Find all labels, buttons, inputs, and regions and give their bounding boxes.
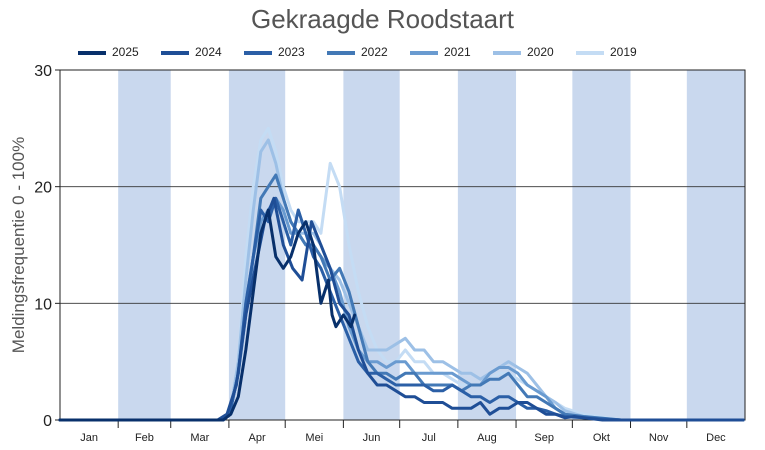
month-band xyxy=(686,70,745,420)
legend-label: 2023 xyxy=(278,45,305,59)
x-tick-label: Dec xyxy=(706,432,726,444)
x-tick-label: Apr xyxy=(248,432,265,444)
series-line-2021 xyxy=(58,196,745,422)
legend-label: 2025 xyxy=(112,45,139,59)
series-line-2025 xyxy=(58,208,357,422)
series-line-2022 xyxy=(58,173,745,422)
x-tick-label: Aug xyxy=(477,432,497,444)
series-line-2020 xyxy=(58,138,745,422)
y-tick-label: 10 xyxy=(34,296,52,313)
y-axis-label: Meldingsfrequentie 0 - 100% xyxy=(9,137,28,353)
legend-label: 2022 xyxy=(361,45,388,59)
legend-swatch xyxy=(327,51,355,55)
legend-label: 2021 xyxy=(444,45,471,59)
legend-swatch xyxy=(161,51,189,55)
plot-frame xyxy=(59,69,746,421)
legend-swatch xyxy=(244,51,272,55)
legend-swatch xyxy=(493,51,521,55)
x-tick-label: Mei xyxy=(305,432,323,444)
x-tick-label: Jun xyxy=(363,432,381,444)
x-tick-label: Feb xyxy=(135,432,154,444)
legend-swatch xyxy=(576,51,604,55)
legend-label: 2019 xyxy=(610,45,637,59)
x-tick-label: Jul xyxy=(422,432,436,444)
month-band xyxy=(118,70,171,420)
month-band xyxy=(572,70,631,420)
y-tick-label: 0 xyxy=(43,413,52,430)
y-tick-label: 30 xyxy=(34,63,52,80)
x-tick-label: Okt xyxy=(593,432,610,444)
x-tick-label: Mar xyxy=(190,432,209,444)
legend-label: 2020 xyxy=(527,45,554,59)
legend-label: 2024 xyxy=(195,45,222,59)
legend-swatch xyxy=(78,51,106,55)
x-tick-label: Jan xyxy=(80,432,98,444)
x-tick-label: Sep xyxy=(534,432,554,444)
series-line-2023 xyxy=(58,196,745,422)
legend-swatch xyxy=(410,51,438,55)
x-tick-label: Nov xyxy=(649,432,669,444)
chart-title: Gekraagde Roodstaart xyxy=(250,4,515,34)
y-tick-label: 20 xyxy=(34,180,52,197)
